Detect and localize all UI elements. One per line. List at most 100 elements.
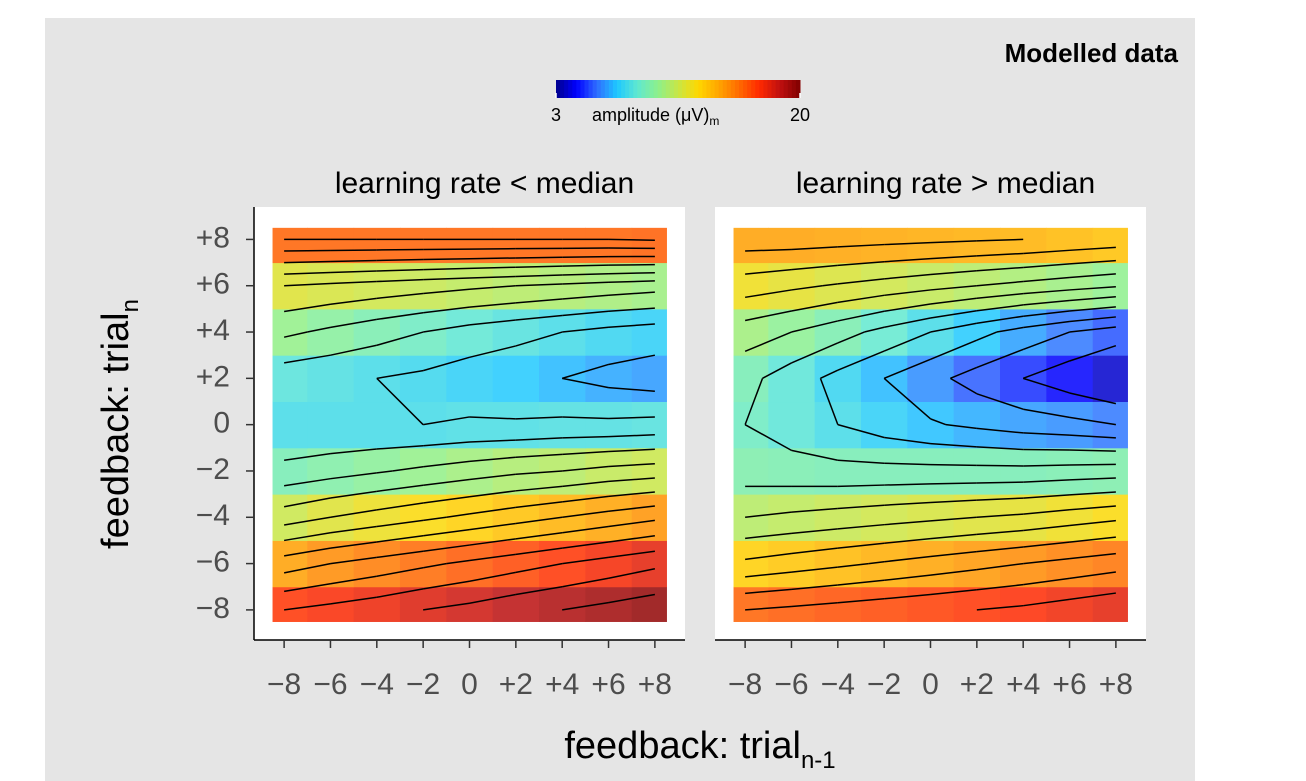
contour-line: [745, 571, 792, 578]
colorbar-segment: [625, 80, 630, 98]
contour-line: [515, 416, 563, 420]
contour-line: [1069, 416, 1116, 426]
x-tick-label: +4: [545, 668, 579, 701]
contour-line: [1023, 432, 1070, 436]
contour-line: [822, 283, 838, 287]
contour-line: [376, 470, 393, 474]
contour-line: [330, 249, 377, 252]
heatmap-cell: [307, 447, 355, 495]
contour-line: [469, 257, 516, 260]
heatmap-cell: [733, 227, 769, 264]
contour-line: [976, 348, 1024, 369]
contour-line: [284, 516, 331, 526]
heatmap-cell: [860, 401, 908, 449]
contour-line: [307, 326, 331, 333]
contour-line: [930, 482, 977, 485]
colorbar-segment: [629, 80, 634, 98]
contour-line: [791, 284, 823, 291]
x-axis-title: feedback: trialn-1: [564, 725, 835, 774]
contour-line: [976, 464, 1024, 467]
contour-line: [791, 566, 838, 573]
heatmap-cell: [953, 401, 1001, 449]
x-axis-title-main: feedback: trial: [564, 725, 801, 767]
colorbar-segment: [779, 80, 785, 98]
colorbar-segment: [698, 80, 703, 98]
contour-line: [423, 257, 470, 261]
contour-line: [884, 483, 931, 486]
colorbar-segment: [600, 80, 606, 98]
contour-line: [515, 470, 563, 476]
heatmap-cell: [814, 355, 862, 403]
contour-line: [608, 477, 655, 483]
contour-line: [884, 273, 931, 280]
contour-line: [392, 466, 424, 472]
colorbar-segment: [747, 80, 752, 98]
contour-line: [1023, 289, 1070, 295]
contour-line: [884, 555, 931, 563]
contour-line: [423, 562, 447, 569]
heatmap-cell: [1046, 401, 1094, 449]
contour-line: [883, 377, 931, 420]
x-tick-label: −2: [867, 668, 901, 701]
contour-line: [283, 331, 308, 338]
x-tick-label: 0: [461, 668, 478, 701]
heatmap-cell: [272, 401, 308, 449]
contour-line: [608, 271, 655, 275]
contour-line: [791, 320, 838, 333]
contour-line: [976, 393, 1024, 410]
contour-line: [976, 280, 1024, 287]
contour-line: [515, 453, 563, 458]
contour-line: [284, 452, 331, 462]
contour-line: [976, 481, 1024, 484]
contour-line: [330, 509, 377, 519]
contour-line: [284, 249, 331, 252]
contour-line: [1023, 320, 1070, 329]
y-tick-label: −2: [196, 453, 230, 486]
contour-line: [1069, 326, 1116, 333]
contour-line: [883, 358, 931, 380]
contour-line: [376, 502, 424, 511]
contour-line: [1069, 296, 1116, 302]
contour-line: [745, 268, 792, 275]
contour-line: [608, 567, 656, 579]
heatmap-cell: [953, 447, 1001, 495]
colorbar-segment: [759, 80, 764, 98]
heatmap-cell: [1046, 586, 1094, 622]
heatmap-cell: [1046, 540, 1094, 588]
contour-line: [608, 323, 655, 328]
contour-line: [330, 259, 377, 263]
contour-line: [837, 459, 885, 464]
x-tick-label: −4: [360, 668, 394, 701]
contour-line: [1023, 541, 1070, 548]
contour-line: [837, 598, 885, 604]
contour-line: [284, 282, 331, 287]
heatmap-cell: [585, 355, 633, 403]
contour-line: [1023, 276, 1070, 283]
y-tick-label: +2: [196, 360, 230, 393]
contour-line: [1023, 299, 1070, 306]
heatmap-cell: [539, 401, 586, 449]
colorbar-segment: [621, 80, 626, 98]
colorbar-title: amplitude (μV)m: [592, 105, 719, 128]
heatmap-cell: [307, 401, 355, 449]
contour-line: [608, 491, 655, 498]
contour-line: [608, 550, 655, 559]
contour-line: [930, 550, 977, 558]
contour-line: [976, 546, 1024, 553]
heatmap-cell: [539, 262, 586, 310]
contour-line: [423, 324, 470, 333]
heatmap-cell: [1092, 262, 1128, 310]
contour-line: [562, 264, 609, 267]
contour-line: [330, 448, 377, 455]
x-tick-label: +8: [1099, 668, 1133, 701]
contour-line: [562, 294, 609, 300]
contour-line: [744, 424, 792, 452]
contour-line: [376, 292, 424, 300]
contour-line: [837, 523, 885, 530]
contour-line: [1023, 448, 1070, 451]
heatmap-cell: [1000, 262, 1047, 310]
contour-line: [837, 350, 885, 371]
contour-line: [562, 416, 609, 420]
colorbar-segment: [649, 80, 655, 98]
heatmap-cell: [307, 355, 355, 403]
